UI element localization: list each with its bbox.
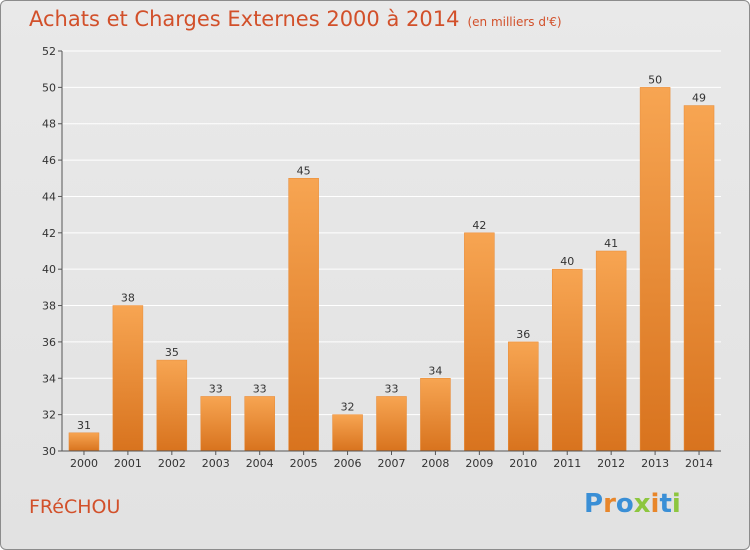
x-tick-label: 2004 bbox=[246, 457, 274, 470]
x-tick-label: 2002 bbox=[158, 457, 186, 470]
data-label: 35 bbox=[165, 346, 179, 359]
data-label: 41 bbox=[604, 237, 618, 250]
chart-title: Achats et Charges Externes 2000 à 2014 (e… bbox=[29, 7, 562, 31]
bar bbox=[112, 305, 144, 452]
logo-letter: x bbox=[633, 489, 651, 519]
x-tick-label: 2011 bbox=[553, 457, 581, 470]
x-tick-label: 2005 bbox=[290, 457, 318, 470]
data-label: 34 bbox=[428, 364, 442, 377]
bar bbox=[420, 378, 451, 452]
y-tick-label: 44 bbox=[42, 190, 56, 203]
bar bbox=[156, 359, 188, 452]
logo-letter: o bbox=[615, 489, 634, 519]
data-label: 32 bbox=[341, 401, 355, 414]
bar bbox=[683, 105, 715, 452]
logo-letter: t bbox=[659, 489, 672, 519]
bar bbox=[376, 396, 407, 452]
bar bbox=[332, 414, 363, 452]
data-labels: 31 38 35 33 33 45 32 33 34 42 36 40 41 50 49 bbox=[77, 73, 706, 431]
bar bbox=[639, 87, 671, 452]
data-label: 38 bbox=[121, 292, 135, 305]
logo-letter: r bbox=[603, 489, 616, 519]
x-tick-label: 2012 bbox=[597, 457, 625, 470]
data-label: 49 bbox=[692, 92, 706, 105]
x-tick-label: 2006 bbox=[334, 457, 362, 470]
bar bbox=[595, 250, 627, 452]
chart-subtitle: (en milliers d'€) bbox=[467, 15, 562, 29]
bar bbox=[288, 178, 319, 452]
y-tick-label: 40 bbox=[42, 263, 56, 276]
data-label: 40 bbox=[560, 255, 574, 268]
x-tick-label: 2008 bbox=[421, 457, 449, 470]
x-tick-label: 2000 bbox=[70, 457, 98, 470]
commune-name: FRéCHOU bbox=[29, 496, 121, 518]
logo-letter: P bbox=[584, 489, 604, 519]
bar bbox=[68, 432, 100, 452]
axes: 30 32 34 36 38 40 42 44 46 48 50 52 2000 2001 2002 2003… bbox=[42, 45, 721, 470]
x-tick-label: 2014 bbox=[685, 457, 713, 470]
x-tick-label: 2001 bbox=[114, 457, 142, 470]
bar bbox=[508, 341, 539, 452]
y-tick-label: 52 bbox=[42, 45, 56, 58]
logo-letter: i bbox=[671, 489, 681, 519]
logo-letter: i bbox=[650, 489, 660, 519]
x-tick-label: 2013 bbox=[641, 457, 669, 470]
data-label: 33 bbox=[385, 382, 399, 395]
bar bbox=[551, 268, 583, 452]
data-label: 33 bbox=[253, 382, 267, 395]
data-label: 33 bbox=[209, 382, 223, 395]
bar bbox=[244, 396, 275, 452]
bar bbox=[200, 396, 232, 452]
y-tick-label: 34 bbox=[42, 372, 56, 385]
y-tick-label: 30 bbox=[42, 445, 56, 458]
x-tick-label: 2010 bbox=[509, 457, 537, 470]
x-tick-label: 2003 bbox=[202, 457, 230, 470]
data-label: 45 bbox=[297, 164, 311, 177]
x-tick-label: 2009 bbox=[465, 457, 493, 470]
bars bbox=[68, 87, 715, 452]
x-tick-label: 2007 bbox=[378, 457, 406, 470]
data-label: 50 bbox=[648, 73, 662, 86]
y-tick-label: 46 bbox=[42, 154, 56, 167]
data-label: 36 bbox=[516, 328, 530, 341]
y-tick-label: 42 bbox=[42, 227, 56, 240]
y-tick-label: 50 bbox=[42, 81, 56, 94]
chart-title-text: Achats et Charges Externes 2000 à 2014 bbox=[29, 7, 460, 31]
y-tick-label: 36 bbox=[42, 336, 56, 349]
data-label: 42 bbox=[472, 219, 486, 232]
y-tick-label: 38 bbox=[42, 300, 56, 313]
proxiti-logo: Proxiti bbox=[584, 489, 681, 519]
bar bbox=[464, 232, 495, 452]
y-tick-label: 32 bbox=[42, 409, 56, 422]
data-label: 31 bbox=[77, 419, 91, 432]
y-tick-label: 48 bbox=[42, 118, 56, 131]
